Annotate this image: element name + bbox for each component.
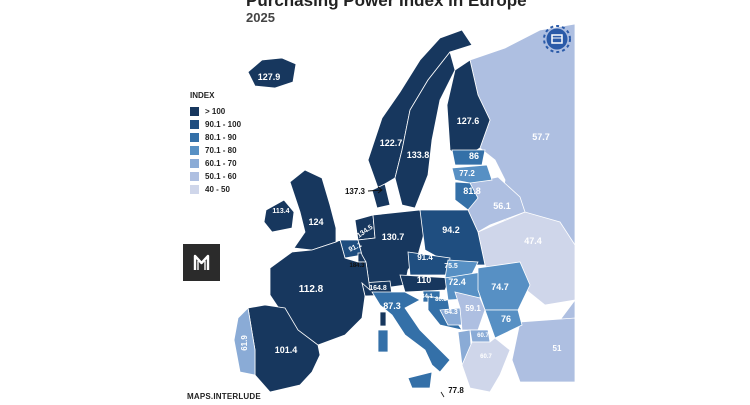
region-iceland — [247, 57, 297, 89]
region-united-kingdom — [289, 169, 337, 251]
region-sardinia — [377, 329, 389, 353]
m-logo-icon — [183, 244, 220, 281]
value-label-slovakia: 75.5 — [444, 263, 458, 270]
value-label-albania: 60.7 — [480, 354, 492, 360]
region-latvia — [451, 164, 493, 184]
value-label-serbia: 59.1 — [465, 304, 481, 313]
region-corsica — [379, 311, 387, 327]
brand-logo-icon — [542, 24, 572, 54]
value-label-ireland: 113.4 — [272, 208, 289, 215]
value-label-belarus: 56.1 — [493, 201, 511, 211]
legend-item: > 100 — [190, 105, 241, 118]
value-label-denmark: 137.3 — [345, 187, 366, 196]
region-austria — [399, 274, 451, 293]
value-label-finland: 127.6 — [457, 116, 480, 126]
region-lithuania — [454, 181, 479, 211]
region-sweden — [394, 51, 456, 209]
value-label-bulgaria: 76 — [501, 314, 511, 324]
value-label-turkey: 51 — [553, 344, 562, 353]
legend-item: 80.1 - 90 — [190, 131, 241, 144]
value-label-spain: 101.4 — [275, 345, 298, 355]
region-bulgaria — [484, 309, 523, 339]
legend-swatch — [190, 172, 199, 181]
value-label-croatia: 80.8 — [435, 297, 447, 303]
legend-label: > 100 — [205, 107, 226, 116]
value-label-austria: 110 — [417, 275, 432, 285]
legend-item: 50.1 - 60 — [190, 170, 241, 183]
malta-leader-line — [440, 391, 445, 398]
value-label-ukraine: 47.4 — [524, 236, 542, 246]
value-label-bosnia-and-herzegovina: 64.3 — [444, 309, 458, 316]
region-denmark — [371, 183, 391, 209]
value-label-iceland: 127.9 — [258, 72, 281, 82]
region-greece — [461, 337, 511, 393]
value-label-hungary: 72.4 — [448, 277, 466, 287]
region-portugal — [233, 307, 256, 376]
credit-text: MAPS.INTERLUDE — [187, 392, 261, 401]
denmark-leader-arrow — [367, 186, 383, 194]
value-label-czechia: 91.4 — [417, 253, 433, 262]
value-label-poland: 94.2 — [442, 225, 460, 235]
legend-label: 50.1 - 60 — [205, 172, 237, 181]
region-ireland — [263, 199, 295, 233]
value-label-portugal: 61.9 — [240, 335, 249, 351]
legend-swatch — [190, 107, 199, 116]
value-label-switzerland: 164.8 — [369, 285, 387, 292]
value-label-italy: 87.3 — [383, 301, 401, 311]
legend-swatch — [190, 133, 199, 142]
value-label-germany: 130.7 — [382, 232, 405, 242]
value-label-russia: 57.7 — [532, 132, 550, 142]
region-turkey — [511, 317, 576, 383]
map-title: Purchasing Power Index in Europe — [246, 0, 527, 10]
legend-swatch — [190, 159, 199, 168]
legend-label: 90.1 - 100 — [205, 120, 242, 129]
value-label-lithuania: 81.8 — [463, 186, 481, 196]
region-estonia — [451, 149, 486, 166]
region-poland — [419, 209, 486, 266]
value-label-france: 112.8 — [299, 284, 324, 295]
value-label-north-macedonia: 60.7 — [477, 333, 489, 339]
value-label-estonia: 86 — [469, 151, 479, 161]
region-finland — [446, 59, 491, 161]
legend-item: 40 - 50 — [190, 183, 241, 196]
legend-label: 70.1 - 80 — [205, 146, 237, 155]
legend-title: INDEX — [190, 91, 215, 100]
legend-label: 40 - 50 — [205, 185, 230, 194]
legend-label: 60.1 - 70 — [205, 159, 237, 168]
value-label-malta: 77.8 — [448, 386, 464, 395]
legend-item: 70.1 - 80 — [190, 144, 241, 157]
map-subtitle: 2025 — [246, 10, 275, 25]
value-label-romania: 74.7 — [491, 282, 509, 292]
value-label-united-kingdom: 124 — [308, 217, 323, 227]
region-italy — [371, 291, 451, 373]
region-sicily — [407, 371, 433, 389]
value-label-norway: 122.7 — [380, 138, 403, 148]
legend-swatch — [190, 146, 199, 155]
value-label-sweden: 133.8 — [407, 150, 430, 160]
value-label-luxembourg: 184.3 — [349, 263, 365, 269]
value-label-latvia: 77.2 — [459, 169, 475, 178]
value-label-slovenia: 84.1 — [421, 294, 433, 300]
legend-label: 80.1 - 90 — [205, 133, 237, 142]
legend-swatch — [190, 185, 199, 194]
legend-item: 60.1 - 70 — [190, 157, 241, 170]
legend-item: 90.1 - 100 — [190, 118, 241, 131]
legend-swatch — [190, 120, 199, 129]
legend: INDEX > 100 90.1 - 100 80.1 - 90 70.1 - … — [190, 91, 241, 196]
